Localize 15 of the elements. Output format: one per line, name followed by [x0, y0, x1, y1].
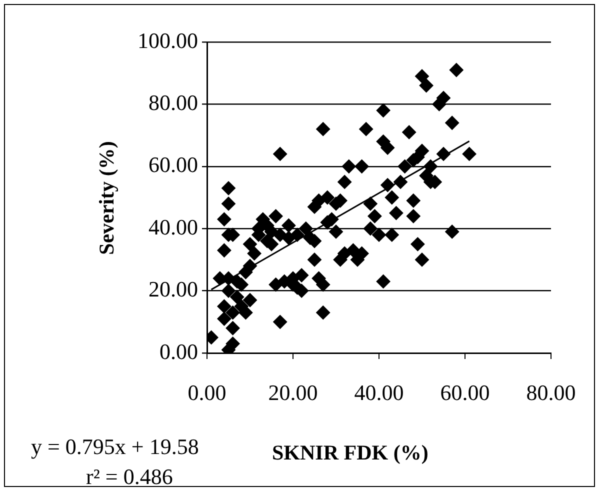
y-tick-label: 80.00 — [148, 90, 198, 115]
x-tick-label: 20.00 — [268, 380, 318, 405]
y-tick-label: 20.00 — [148, 276, 198, 302]
text: r² = 0.486 — [86, 464, 173, 489]
y-tick-label: 60.00 — [148, 152, 198, 178]
x-tick-label: 80.00 — [526, 380, 576, 405]
x-tick-label: 60.00 — [440, 380, 490, 405]
x-axis-title: SKNIR FDK (%) — [272, 440, 428, 464]
text: y = 0.795x + 19.58 — [31, 434, 199, 459]
x-tick-label: 0.00 — [188, 380, 226, 405]
y-tick-label: 100.00 — [138, 28, 198, 53]
y-tick-label: 0.00 — [160, 338, 198, 364]
y-axis-title: Severity (%) — [94, 141, 118, 255]
y-tick-label: 40.00 — [148, 214, 198, 240]
x-tick-label: 40.00 — [354, 380, 404, 405]
